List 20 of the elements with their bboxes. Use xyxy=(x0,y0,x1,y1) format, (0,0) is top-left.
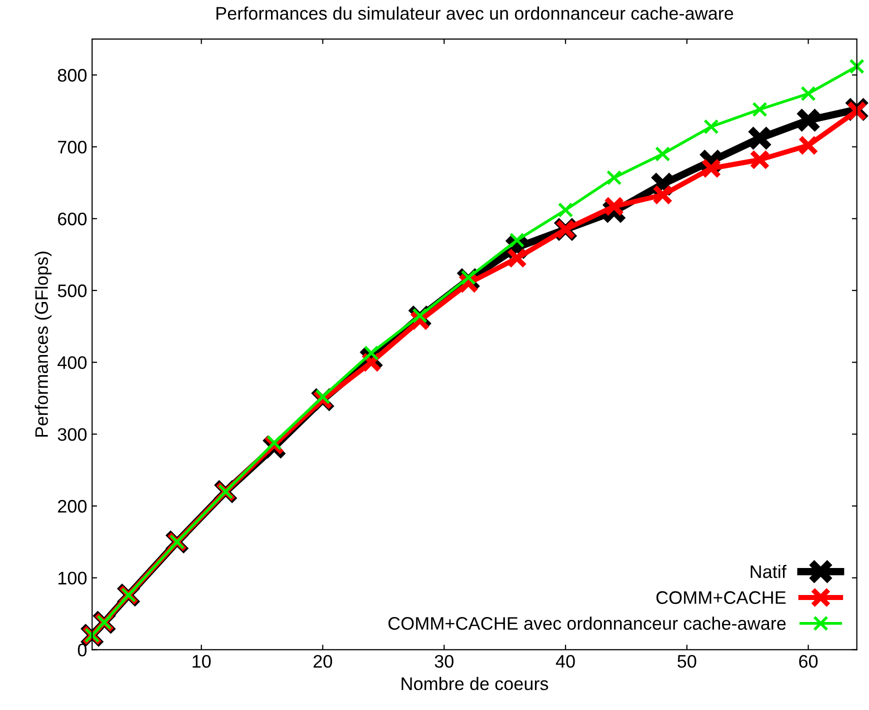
y-tick-label: 700 xyxy=(58,140,87,154)
x-tick-label: 30 xyxy=(434,654,454,668)
legend-label: Natif xyxy=(750,564,786,578)
legend-label: COMM+CACHE xyxy=(656,591,786,604)
y-tick-label: 400 xyxy=(58,356,87,370)
x-tick-label: 40 xyxy=(556,654,575,668)
y-tick-label: 200 xyxy=(58,500,87,513)
y-tick-label: 800 xyxy=(58,68,87,82)
x-tick-label: 20 xyxy=(314,654,332,668)
y-tick-label: 500 xyxy=(58,284,87,298)
x-tick-label: 60 xyxy=(799,654,818,668)
x-tick-label: 50 xyxy=(678,654,696,668)
legend-label: COMM+CACHE avec ordonnanceur cache-aware xyxy=(388,616,786,630)
y-tick-label: 600 xyxy=(58,212,87,226)
x-axis-title: Nombre de coeurs xyxy=(402,676,548,690)
x-tick-label: 10 xyxy=(192,654,211,668)
chart-title: Performances du simulateur avec un ordonnanceur cache-aware xyxy=(216,6,734,20)
y-axis-title: Performances (GFlops) xyxy=(34,252,52,437)
y-tick-label: 300 xyxy=(58,428,87,441)
y-tick-label: 100 xyxy=(58,572,87,585)
